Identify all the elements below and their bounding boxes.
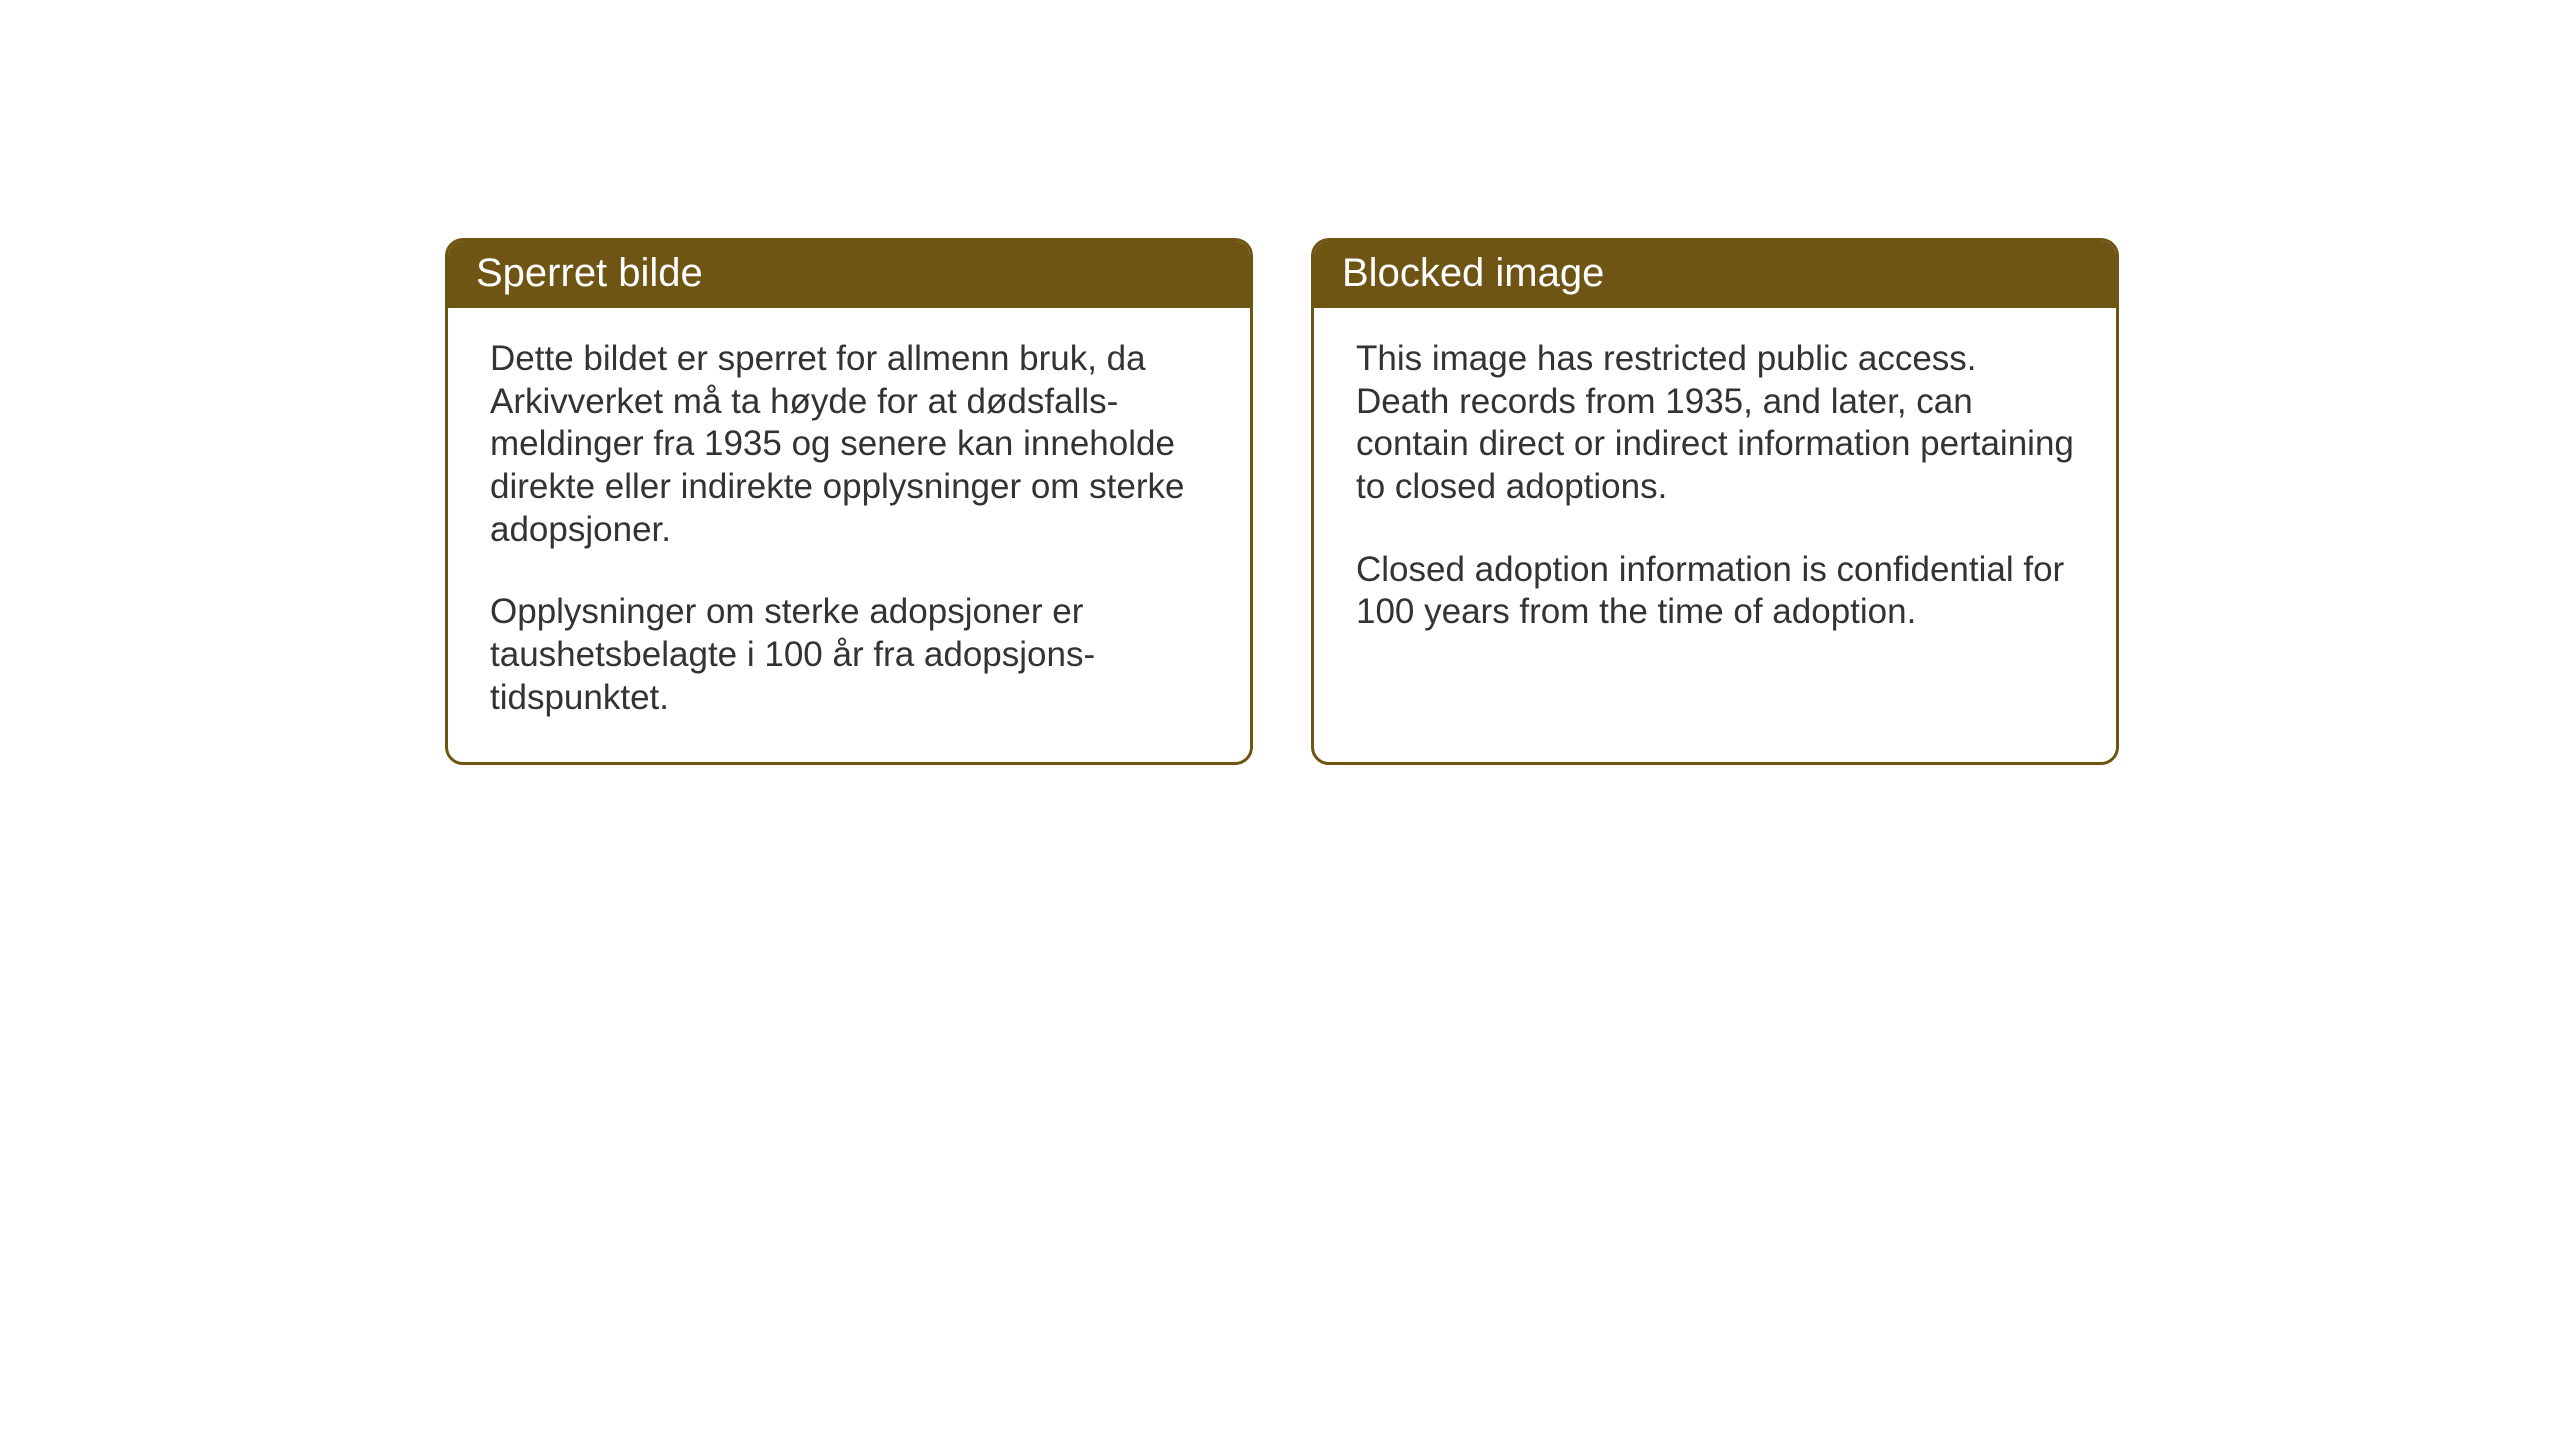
- english-paragraph-1: This image has restricted public access.…: [1356, 338, 2074, 509]
- english-paragraph-2: Closed adoption information is confident…: [1356, 549, 2074, 634]
- norwegian-paragraph-1: Dette bildet er sperret for allmenn bruk…: [490, 338, 1208, 551]
- norwegian-paragraph-2: Opplysninger om sterke adopsjoner er tau…: [490, 591, 1208, 719]
- cards-container: Sperret bilde Dette bildet er sperret fo…: [445, 238, 2119, 765]
- norwegian-card-title: Sperret bilde: [476, 251, 703, 295]
- english-card: Blocked image This image has restricted …: [1311, 238, 2119, 765]
- english-card-body: This image has restricted public access.…: [1314, 308, 2116, 756]
- norwegian-card-body: Dette bildet er sperret for allmenn bruk…: [448, 308, 1250, 762]
- english-card-header: Blocked image: [1314, 241, 2116, 308]
- norwegian-card-header: Sperret bilde: [448, 241, 1250, 308]
- norwegian-card: Sperret bilde Dette bildet er sperret fo…: [445, 238, 1253, 765]
- english-card-title: Blocked image: [1342, 251, 1604, 295]
